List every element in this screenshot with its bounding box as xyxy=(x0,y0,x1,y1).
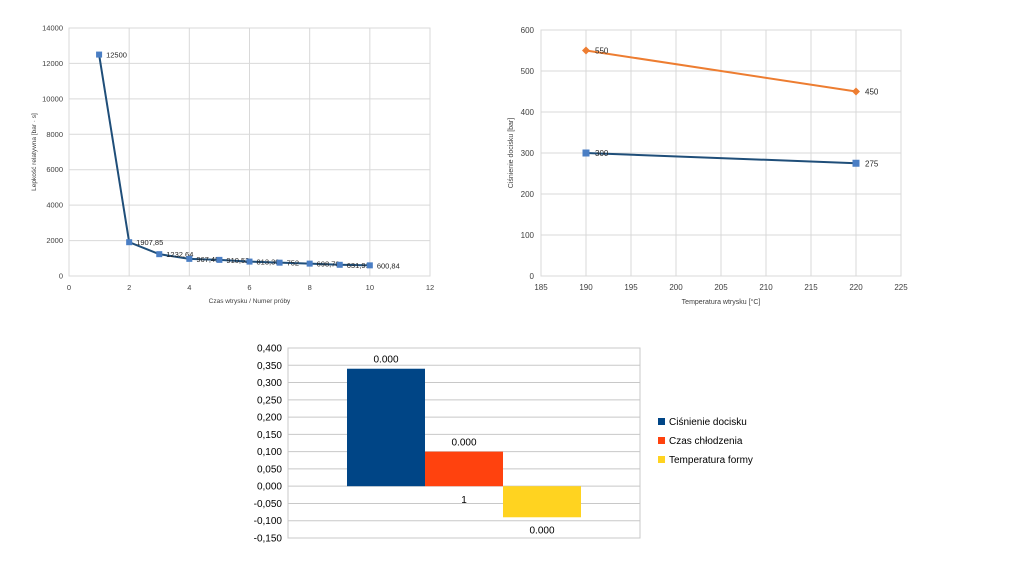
effects-bar-chart: -0,150 -0,100 -0,050 0,000 0,050 0,100 0,150 0,… xyxy=(254,344,753,545)
viscosity-line-chart: 0 2000 4000 6000 8000 10000 12000 14000 0 2 4 6 8 10 1… xyxy=(31,24,434,306)
y-tick-label: 0,000 xyxy=(257,482,282,493)
x-tick-label: 200 xyxy=(669,283,683,292)
y-tick-label: -0,150 xyxy=(254,534,283,545)
data-label: 600,84 xyxy=(377,261,400,270)
series-line xyxy=(585,152,857,165)
x-axis-title: Czas wtrysku / Numer próby xyxy=(209,298,291,305)
x-tick-label: 190 xyxy=(579,283,593,292)
y-tick-label: 12000 xyxy=(42,59,63,68)
x-tick-label: 2 xyxy=(127,283,131,292)
y-tick-label: 6000 xyxy=(46,165,63,174)
y-tick-label: 0 xyxy=(530,272,535,281)
bar xyxy=(425,451,503,487)
y-tick-label: 0 xyxy=(59,272,63,281)
y-tick-label: 0,400 xyxy=(257,344,282,355)
data-label: 1907,85 xyxy=(136,238,163,247)
y-tick-label: 0,250 xyxy=(257,395,282,406)
data-label: 813,39 xyxy=(257,258,280,267)
data-point xyxy=(246,258,253,265)
y-tick-label: 4000 xyxy=(46,201,63,210)
x-tick-label: 0 xyxy=(67,283,71,292)
y-tick-label: 600 xyxy=(521,26,535,35)
data-label: 631,91 xyxy=(347,261,370,270)
data-point xyxy=(852,159,860,167)
y-tick-label: 200 xyxy=(521,190,535,199)
legend-label: Czas chłodzenia xyxy=(669,436,743,447)
data-label: 12500 xyxy=(106,51,127,60)
data-point xyxy=(582,149,590,157)
y-tick-label: 0,100 xyxy=(257,447,282,458)
x-tick-label: 6 xyxy=(247,283,251,292)
y-tick-label: 400 xyxy=(521,108,535,117)
data-label: 275 xyxy=(865,159,879,168)
y-tick-label: -0,050 xyxy=(254,499,283,510)
y-tick-label: 100 xyxy=(521,231,535,240)
x-tick-label: 225 xyxy=(894,283,908,292)
legend-label: Ciśnienie docisku xyxy=(669,417,747,428)
y-tick-label: 0,050 xyxy=(257,464,282,475)
x-tick-label: 220 xyxy=(849,283,863,292)
legend-swatch xyxy=(658,437,665,444)
legend-swatch xyxy=(658,456,665,463)
data-label: 300 xyxy=(595,149,609,158)
bar xyxy=(503,486,581,518)
y-tick-label: 0,150 xyxy=(257,430,282,441)
data-point xyxy=(366,262,373,269)
x-tick-label: 195 xyxy=(624,283,638,292)
y-tick-label: 0,350 xyxy=(257,361,282,372)
data-point xyxy=(306,260,313,267)
y-tick-label: 2000 xyxy=(46,236,63,245)
pressure-temperature-line-chart: 0 100 200 300 400 500 600 185 190 195 200 205 210 215… xyxy=(508,26,908,306)
data-point xyxy=(216,256,223,263)
data-label: 967,45 xyxy=(196,255,219,264)
bar xyxy=(347,368,425,487)
data-label: 752 xyxy=(287,259,300,268)
data-label: 910,52 xyxy=(226,256,249,265)
series-line xyxy=(585,49,857,93)
y-tick-label: 14000 xyxy=(42,24,63,33)
legend-swatch xyxy=(658,418,665,425)
data-point xyxy=(186,255,193,262)
y-tick-label: -0,100 xyxy=(254,516,283,527)
y-tick-label: 500 xyxy=(521,67,535,76)
x-tick-label: 205 xyxy=(714,283,728,292)
y-tick-label: 8000 xyxy=(46,130,63,139)
data-label: 550 xyxy=(595,47,609,56)
x-tick-label: 10 xyxy=(366,283,374,292)
data-point xyxy=(276,259,283,266)
x-tick-label: 215 xyxy=(804,283,818,292)
data-point xyxy=(852,87,860,96)
data-point xyxy=(336,261,343,268)
bar-value-label: 0.000 xyxy=(451,438,476,449)
x-tick-label: 8 xyxy=(308,283,312,292)
y-tick-label: 0,200 xyxy=(257,413,282,424)
y-tick-label: 300 xyxy=(521,149,535,158)
y-tick-label: 10000 xyxy=(42,94,63,103)
category-label: 1 xyxy=(461,495,467,506)
data-point xyxy=(156,251,163,258)
y-axis-title: Ciśnienie docisku [bar] xyxy=(508,118,515,188)
data-point xyxy=(96,51,103,58)
data-point xyxy=(126,239,133,246)
bar-value-label: 0.000 xyxy=(373,355,398,366)
data-label: 698,78 xyxy=(317,260,340,269)
x-tick-label: 12 xyxy=(426,283,434,292)
x-axis-title: Temperatura wtrysku [°C] xyxy=(682,298,761,306)
x-tick-label: 4 xyxy=(187,283,191,292)
y-tick-label: 0,300 xyxy=(257,378,282,389)
bar-value-label: 0.000 xyxy=(529,525,554,536)
x-tick-label: 185 xyxy=(534,283,548,292)
data-label: 1232,64 xyxy=(166,250,193,259)
y-axis-title: Lepkość relatywna [bar · s] xyxy=(31,113,38,191)
legend-label: Temperatura formy xyxy=(669,455,753,466)
data-point xyxy=(582,46,590,55)
x-tick-label: 210 xyxy=(759,283,773,292)
series-line xyxy=(98,54,370,267)
data-label: 450 xyxy=(865,88,879,97)
